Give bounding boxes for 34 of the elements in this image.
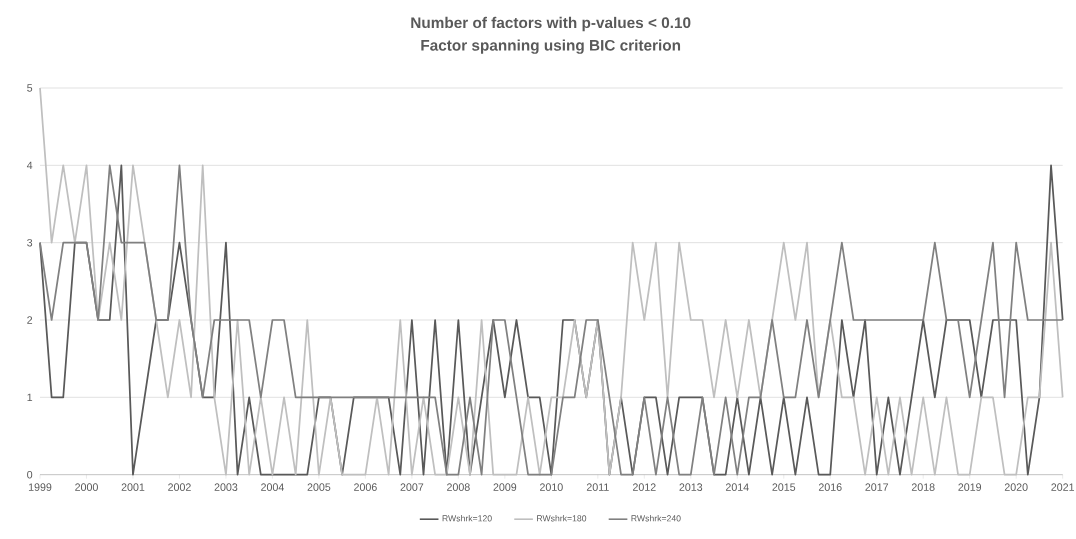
y-tick-label: 1 <box>27 393 33 402</box>
chart-subtitle: Factor spanning using BIC criterion <box>421 39 681 54</box>
legend-label: RWshrk=240 <box>631 515 681 522</box>
x-tick-label: 2010 <box>540 483 563 492</box>
x-tick-label: 2019 <box>958 483 982 492</box>
x-tick-label: 2017 <box>865 483 889 492</box>
y-tick-label: 4 <box>26 161 33 170</box>
chart-title: Number of factors with p-values < 0.10 <box>411 17 691 32</box>
x-tick-label: 2015 <box>772 483 796 492</box>
y-tick-label: 0 <box>27 471 33 479</box>
x-tick-label: 1999 <box>28 483 52 492</box>
x-tick-label: 2003 <box>214 483 238 492</box>
x-tick-label: 2021 <box>1051 483 1075 492</box>
x-tick-label: 2012 <box>632 483 656 492</box>
x-tick-label: 2000 <box>75 483 98 492</box>
x-tick-label: 2018 <box>911 483 935 492</box>
x-tick-label: 2014 <box>725 483 749 492</box>
x-tick-label: 2006 <box>354 483 377 492</box>
x-tick-label: 2002 <box>168 483 191 492</box>
y-tick-label: 3 <box>27 239 33 247</box>
x-tick-label: 2009 <box>493 483 517 492</box>
x-tick-label: 2016 <box>818 483 842 492</box>
x-tick-label: 2020 <box>1004 483 1028 492</box>
legend-label: RWshrk=180 <box>537 515 587 522</box>
x-tick-label: 2001 <box>121 483 145 492</box>
x-tick-label: 2007 <box>400 483 424 492</box>
y-tick-label: 2 <box>27 316 33 324</box>
x-tick-label: 2005 <box>307 483 331 492</box>
y-tick-label: 5 <box>27 84 33 92</box>
x-tick-label: 2008 <box>447 483 470 492</box>
x-tick-label: 2004 <box>261 483 284 492</box>
x-tick-label: 2011 <box>586 483 609 492</box>
x-tick-label: 2013 <box>679 483 703 492</box>
legend-label: RWshrk=120 <box>442 515 492 522</box>
